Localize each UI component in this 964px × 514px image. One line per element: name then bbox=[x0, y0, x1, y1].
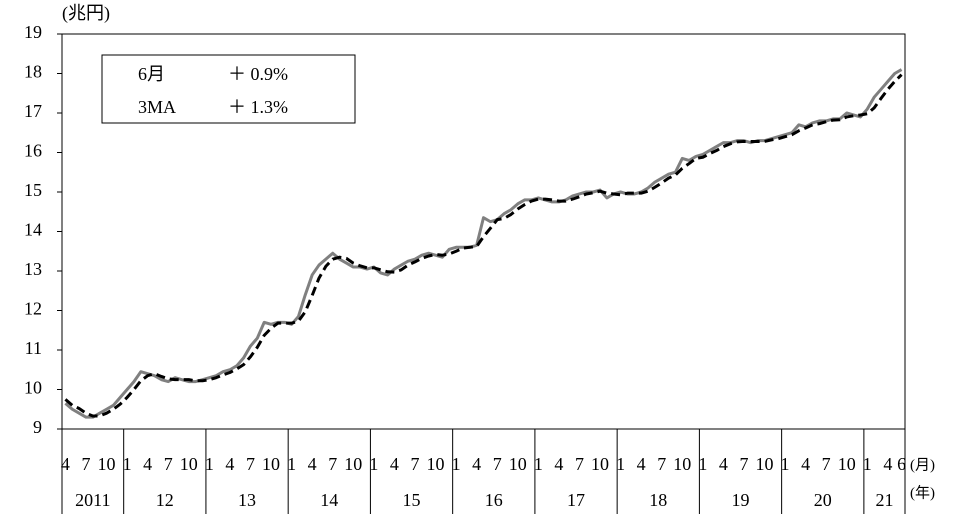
group-unit-label: (年) bbox=[910, 484, 935, 501]
y-tick-label: 13 bbox=[24, 259, 42, 279]
x-tick-label: 1 bbox=[698, 454, 707, 474]
x-tick-label: 7 bbox=[739, 454, 748, 474]
group-label: 2011 bbox=[75, 490, 110, 510]
x-tick-label: 7 bbox=[410, 454, 419, 474]
group-label: 19 bbox=[732, 490, 750, 510]
x-tick-label: 1 bbox=[123, 454, 132, 474]
x-tick-label: 7 bbox=[822, 454, 831, 474]
x-tick-label: 1 bbox=[616, 454, 625, 474]
y-tick-label: 11 bbox=[25, 338, 42, 358]
y-tick-label: 16 bbox=[24, 141, 42, 161]
x-tick-label: 1 bbox=[452, 454, 461, 474]
group-label: 13 bbox=[238, 490, 256, 510]
x-tick-label: 4 bbox=[61, 454, 70, 474]
x-tick-label: 6 bbox=[897, 454, 906, 474]
series-line bbox=[64, 73, 903, 418]
x-tick-label: 4 bbox=[308, 454, 317, 474]
group-label: 12 bbox=[156, 490, 174, 510]
x-tick-label: 7 bbox=[164, 454, 173, 474]
y-tick-label: 18 bbox=[24, 62, 42, 82]
x-tick-label: 1 bbox=[205, 454, 214, 474]
x-tick-label: 4 bbox=[801, 454, 810, 474]
note-label: 6月 bbox=[138, 64, 165, 84]
x-tick-label: 1 bbox=[863, 454, 872, 474]
group-label: 20 bbox=[814, 490, 832, 510]
group-label: 17 bbox=[567, 490, 585, 510]
y-axis-label: (兆円) bbox=[62, 3, 110, 24]
x-tick-label: 10 bbox=[427, 454, 445, 474]
group-label: 14 bbox=[320, 490, 338, 510]
x-tick-label: 4 bbox=[637, 454, 646, 474]
x-tick-label: 4 bbox=[390, 454, 399, 474]
x-tick-label: 4 bbox=[719, 454, 728, 474]
group-label: 18 bbox=[649, 490, 667, 510]
x-tick-label: 10 bbox=[756, 454, 774, 474]
y-tick-label: 15 bbox=[24, 180, 42, 200]
x-tick-label: 7 bbox=[657, 454, 666, 474]
x-tick-label: 10 bbox=[673, 454, 691, 474]
x-tick-label: 7 bbox=[493, 454, 502, 474]
x-tick-label: 4 bbox=[143, 454, 152, 474]
x-tick-label: 10 bbox=[344, 454, 362, 474]
x-tick-label: 4 bbox=[225, 454, 234, 474]
x-tick-label: 4 bbox=[554, 454, 563, 474]
x-tick-label: 10 bbox=[591, 454, 609, 474]
x-tick-label: 10 bbox=[509, 454, 527, 474]
note-value: ＋ 1.3% bbox=[228, 97, 288, 117]
x-tick-label: 7 bbox=[246, 454, 255, 474]
group-label: 21 bbox=[875, 490, 893, 510]
group-label: 15 bbox=[403, 490, 421, 510]
x-tick-label: 10 bbox=[98, 454, 116, 474]
note-value: ＋ 0.9% bbox=[228, 64, 288, 84]
x-tick-label: 1 bbox=[781, 454, 790, 474]
x-tick-label: 7 bbox=[81, 454, 90, 474]
note-box bbox=[101, 54, 356, 124]
y-tick-label: 17 bbox=[24, 101, 42, 121]
y-tick-label: 12 bbox=[24, 299, 42, 319]
x-tick-label: 7 bbox=[575, 454, 584, 474]
x-tick-label: 1 bbox=[534, 454, 543, 474]
y-tick-label: 10 bbox=[24, 378, 42, 398]
x-tick-label: 10 bbox=[180, 454, 198, 474]
y-tick-label: 9 bbox=[33, 417, 42, 437]
x-tick-label: 10 bbox=[262, 454, 280, 474]
x-unit-label: (月) bbox=[910, 457, 935, 473]
y-tick-label: 19 bbox=[24, 22, 42, 42]
x-tick-label: 1 bbox=[369, 454, 378, 474]
x-tick-label: 4 bbox=[883, 454, 892, 474]
x-tick-label: 4 bbox=[472, 454, 481, 474]
x-tick-label: 10 bbox=[838, 454, 856, 474]
y-tick-label: 14 bbox=[24, 220, 42, 240]
x-tick-label: 7 bbox=[328, 454, 337, 474]
group-label: 16 bbox=[485, 490, 503, 510]
note-label: 3MA bbox=[138, 97, 176, 117]
x-tick-label: 1 bbox=[287, 454, 296, 474]
